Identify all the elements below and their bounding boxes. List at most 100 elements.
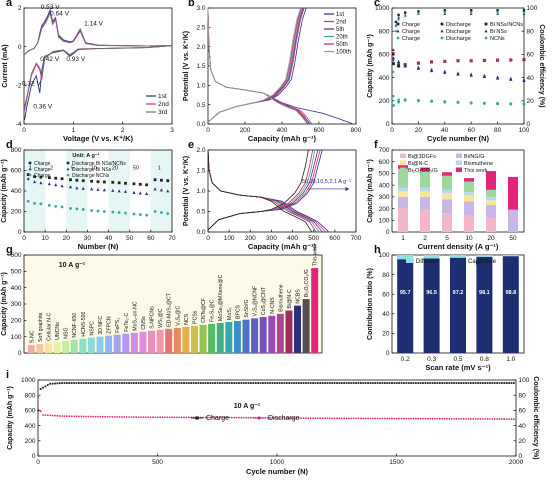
ce-point bbox=[336, 382, 338, 384]
discharge-point bbox=[456, 100, 460, 104]
y-tick-label: 0.5 bbox=[196, 209, 205, 216]
ce-point bbox=[271, 382, 274, 384]
peak-label: 0.42 V bbox=[40, 56, 59, 63]
ce-point bbox=[345, 382, 348, 384]
panel-g: 0 100 200 300 400 500 600 Capacity (mAh g⁻¹) g S-… bbox=[1, 243, 323, 357]
discharge-point bbox=[307, 417, 310, 420]
diffusion-bar bbox=[450, 255, 466, 258]
bar-24 bbox=[225, 321, 233, 353]
discharge-point bbox=[345, 417, 348, 420]
ce-point bbox=[357, 382, 360, 384]
data-label: 98.1 bbox=[479, 290, 490, 296]
ce-point bbox=[276, 382, 279, 384]
ce-point bbox=[125, 382, 128, 384]
legend-label: 1st bbox=[158, 93, 167, 100]
discharge-point bbox=[493, 418, 496, 420]
y-tick-label: 600 bbox=[379, 52, 390, 59]
x-tick-label: 0 bbox=[390, 127, 394, 134]
discharge-point bbox=[247, 416, 250, 419]
panel-d: 0 10 20 30 40 50 60 70 0 200 400 600 800 Number (N) Ca… bbox=[1, 139, 176, 251]
ce-point bbox=[491, 382, 494, 384]
x-tick-label: 20 bbox=[415, 127, 423, 134]
y-tick-label: 1.5 bbox=[196, 168, 205, 175]
discharge-point bbox=[417, 61, 420, 65]
ce-point bbox=[235, 382, 238, 384]
discharge-point bbox=[290, 417, 293, 419]
discharge-point bbox=[99, 415, 102, 418]
discharge-point bbox=[457, 417, 460, 420]
discharge-point bbox=[240, 416, 243, 419]
panel-label: e bbox=[188, 139, 194, 151]
discharge-point bbox=[412, 417, 415, 420]
bar-28 bbox=[259, 317, 267, 353]
ce-point bbox=[443, 9, 446, 12]
legend-label: Diffusion bbox=[416, 259, 439, 265]
plot-frame bbox=[207, 7, 357, 125]
capacity-point bbox=[68, 185, 73, 189]
discharge-point bbox=[407, 417, 410, 420]
stack-bar-Bi₂O₂CO₃/G bbox=[420, 171, 430, 188]
y-tick-label: 0 bbox=[32, 453, 36, 460]
y-tick-label: 0 bbox=[18, 229, 22, 236]
ce-point bbox=[285, 382, 288, 384]
ce-point bbox=[477, 382, 479, 384]
discharge-curve-20th bbox=[207, 7, 310, 124]
ce-point bbox=[70, 382, 73, 384]
discharge-point bbox=[357, 417, 360, 420]
bar-label: NSPC bbox=[89, 321, 95, 336]
ce-point bbox=[261, 382, 264, 384]
discharge-curve-50 bbox=[207, 149, 312, 232]
y-tick-label: 100 bbox=[11, 334, 22, 341]
y-tick-label: 20 bbox=[382, 331, 390, 338]
ce-point bbox=[362, 382, 365, 384]
y2-tick-label: 40 bbox=[527, 75, 535, 82]
discharge-point bbox=[483, 58, 486, 62]
bar-label: WS₂@C bbox=[158, 308, 164, 328]
ce-point bbox=[434, 382, 436, 384]
charge-point bbox=[391, 62, 395, 66]
capacity-point bbox=[81, 186, 85, 190]
ce-point bbox=[352, 382, 355, 384]
ce-point bbox=[207, 382, 209, 384]
ce-point bbox=[470, 11, 473, 14]
y-tick-label: 200 bbox=[11, 318, 22, 325]
discharge-point bbox=[381, 417, 384, 420]
legend-label: Discharge bbox=[446, 22, 471, 28]
discharge-point bbox=[491, 418, 494, 420]
legend-label: Discharge bbox=[268, 415, 300, 422]
capacity-point bbox=[39, 181, 43, 185]
bar-label: MoS₂-on-NC bbox=[132, 301, 138, 331]
ce-point bbox=[269, 382, 271, 384]
x-tick-label: 600 bbox=[329, 235, 340, 242]
discharge-point bbox=[147, 416, 150, 419]
discharge-point bbox=[388, 417, 391, 420]
stack-bar-Bi@N-C bbox=[420, 191, 430, 197]
x-tick-label: 100 bbox=[519, 127, 530, 134]
y-tick-label: 200 bbox=[379, 206, 390, 213]
bar-label: N-CNS bbox=[270, 297, 276, 314]
x-axis-label: Number (N) bbox=[78, 242, 119, 251]
bar-31 bbox=[285, 310, 293, 353]
x-tick-label: 1500 bbox=[389, 459, 404, 466]
capacity-point bbox=[138, 191, 142, 195]
ce-point bbox=[419, 382, 422, 384]
ce-point bbox=[195, 382, 197, 384]
legend-marker bbox=[28, 161, 32, 165]
stack-bar-Bi/NG/G bbox=[442, 199, 452, 214]
discharge-point bbox=[331, 417, 334, 420]
ce-point bbox=[505, 382, 508, 384]
discharge-point bbox=[113, 415, 116, 418]
discharge-point bbox=[508, 418, 510, 421]
discharge-point bbox=[116, 416, 119, 418]
ce-point bbox=[164, 382, 166, 384]
discharge-point bbox=[393, 417, 396, 420]
discharge-point bbox=[510, 418, 513, 421]
charge-curve-100th bbox=[207, 7, 301, 123]
stack-bar-Bismuthene bbox=[398, 187, 408, 191]
ce-point bbox=[58, 382, 61, 385]
ce-point bbox=[116, 382, 119, 384]
legend-label: 5th bbox=[336, 27, 344, 33]
ce-point bbox=[240, 382, 243, 384]
discharge-point bbox=[295, 417, 298, 420]
stack-bar-Bi/NG/G bbox=[486, 205, 496, 218]
